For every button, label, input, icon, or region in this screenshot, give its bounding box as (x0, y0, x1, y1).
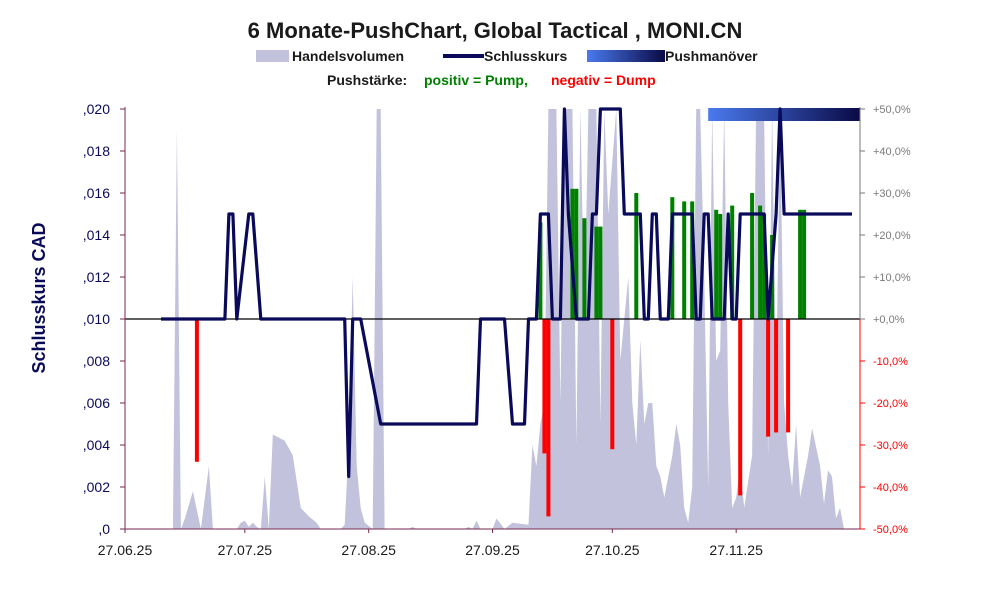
close-line (161, 107, 852, 479)
dump-bar (194, 319, 199, 462)
pump-bar (758, 205, 763, 319)
left-tick-label: ,002 (83, 479, 110, 495)
left-tick-label: ,018 (83, 143, 110, 159)
pump-bar (718, 214, 723, 319)
dump-bar (542, 319, 547, 454)
x-axis-ticks: 27.06.25 27.07.25 27.08.25 27.09.25 27.10.25… (98, 529, 763, 558)
left-axis-ticks: ,0 ,002 ,004 ,006 ,008 ,010 ,012 ,014 ,016 ,018 ,0… (83, 101, 125, 537)
dump-bar (766, 319, 771, 437)
push-maneuver-band (708, 108, 860, 121)
legend-label-close: Schlusskurs (484, 48, 567, 64)
right-tick-label: -30,0% (873, 440, 908, 452)
right-tick-label: +10,0% (873, 272, 911, 284)
y-axis-label: Schlusskurs CAD (29, 222, 49, 373)
x-tick-label: 27.09.25 (465, 542, 520, 558)
left-tick-label: ,020 (83, 101, 110, 117)
right-tick-label: +50,0% (873, 104, 911, 116)
pump-bar (750, 193, 755, 319)
x-tick-label: 27.11.25 (709, 542, 763, 558)
pump-bar (598, 226, 603, 319)
left-tick-label: ,008 (83, 353, 110, 369)
right-tick-label: -20,0% (873, 398, 908, 410)
dump-bar (546, 319, 551, 517)
legend-label-push: Pushmanöver (665, 48, 758, 64)
right-tick-label: +30,0% (873, 188, 911, 200)
left-tick-label: ,004 (83, 437, 110, 453)
pump-bar (594, 226, 599, 319)
dump-bar (610, 319, 615, 450)
x-tick-label: 27.10.25 (585, 542, 640, 558)
pump-bar (798, 209, 803, 319)
left-tick-label: ,016 (83, 185, 110, 201)
left-tick-label: ,012 (83, 269, 110, 285)
pump-bar (582, 218, 587, 319)
dump-bar (786, 319, 791, 433)
push-legend-negative: negativ = Dump (551, 72, 656, 88)
pump-bar (634, 193, 639, 319)
legend-swatch-push (587, 50, 665, 62)
pump-bar (670, 197, 675, 319)
pump-bar (714, 209, 719, 319)
x-tick-label: 27.08.25 (341, 542, 396, 558)
left-tick-label: ,010 (83, 311, 110, 327)
close-polyline (161, 107, 852, 479)
axes (124, 107, 861, 530)
right-tick-label: -10,0% (873, 356, 908, 368)
legend: Handelsvolumen Schlusskurs Pushmanöver (256, 48, 758, 64)
right-tick-label: +20,0% (873, 230, 911, 242)
pump-bar (762, 214, 767, 319)
legend-swatch-volume (256, 50, 289, 62)
pump-bar (682, 201, 687, 319)
x-tick-label: 27.07.25 (218, 542, 273, 558)
right-tick-label: +0,0% (873, 314, 905, 326)
pump-bar (802, 209, 807, 319)
pump-bar (574, 188, 579, 319)
right-tick-label: -40,0% (873, 482, 908, 494)
legend-label-volume: Handelsvolumen (292, 48, 404, 64)
dump-bar (738, 319, 743, 496)
pump-bar (690, 201, 695, 319)
x-tick-label: 27.06.25 (98, 542, 153, 558)
left-tick-label: ,014 (83, 227, 110, 243)
dump-bar (774, 319, 779, 433)
push-legend-prefix: Pushstärke: (327, 72, 407, 88)
push-legend: Pushstärke: positiv = Pump, negativ = Du… (327, 72, 656, 88)
pump-bar (730, 205, 735, 319)
push-legend-positive: positiv = Pump, (424, 72, 528, 88)
right-tick-label: -50,0% (873, 524, 908, 536)
left-tick-label: ,0 (98, 521, 110, 537)
chart-title: 6 Monate-PushChart, Global Tactical , MO… (248, 18, 743, 43)
pump-bar (538, 222, 543, 319)
push-maneuver-rect (708, 108, 860, 121)
right-axis-ticks: -50,0% -40,0% -30,0% -20,0% -10,0% +0,0% +10,0… (860, 104, 911, 536)
right-tick-label: +40,0% (873, 146, 911, 158)
left-tick-label: ,006 (83, 395, 110, 411)
